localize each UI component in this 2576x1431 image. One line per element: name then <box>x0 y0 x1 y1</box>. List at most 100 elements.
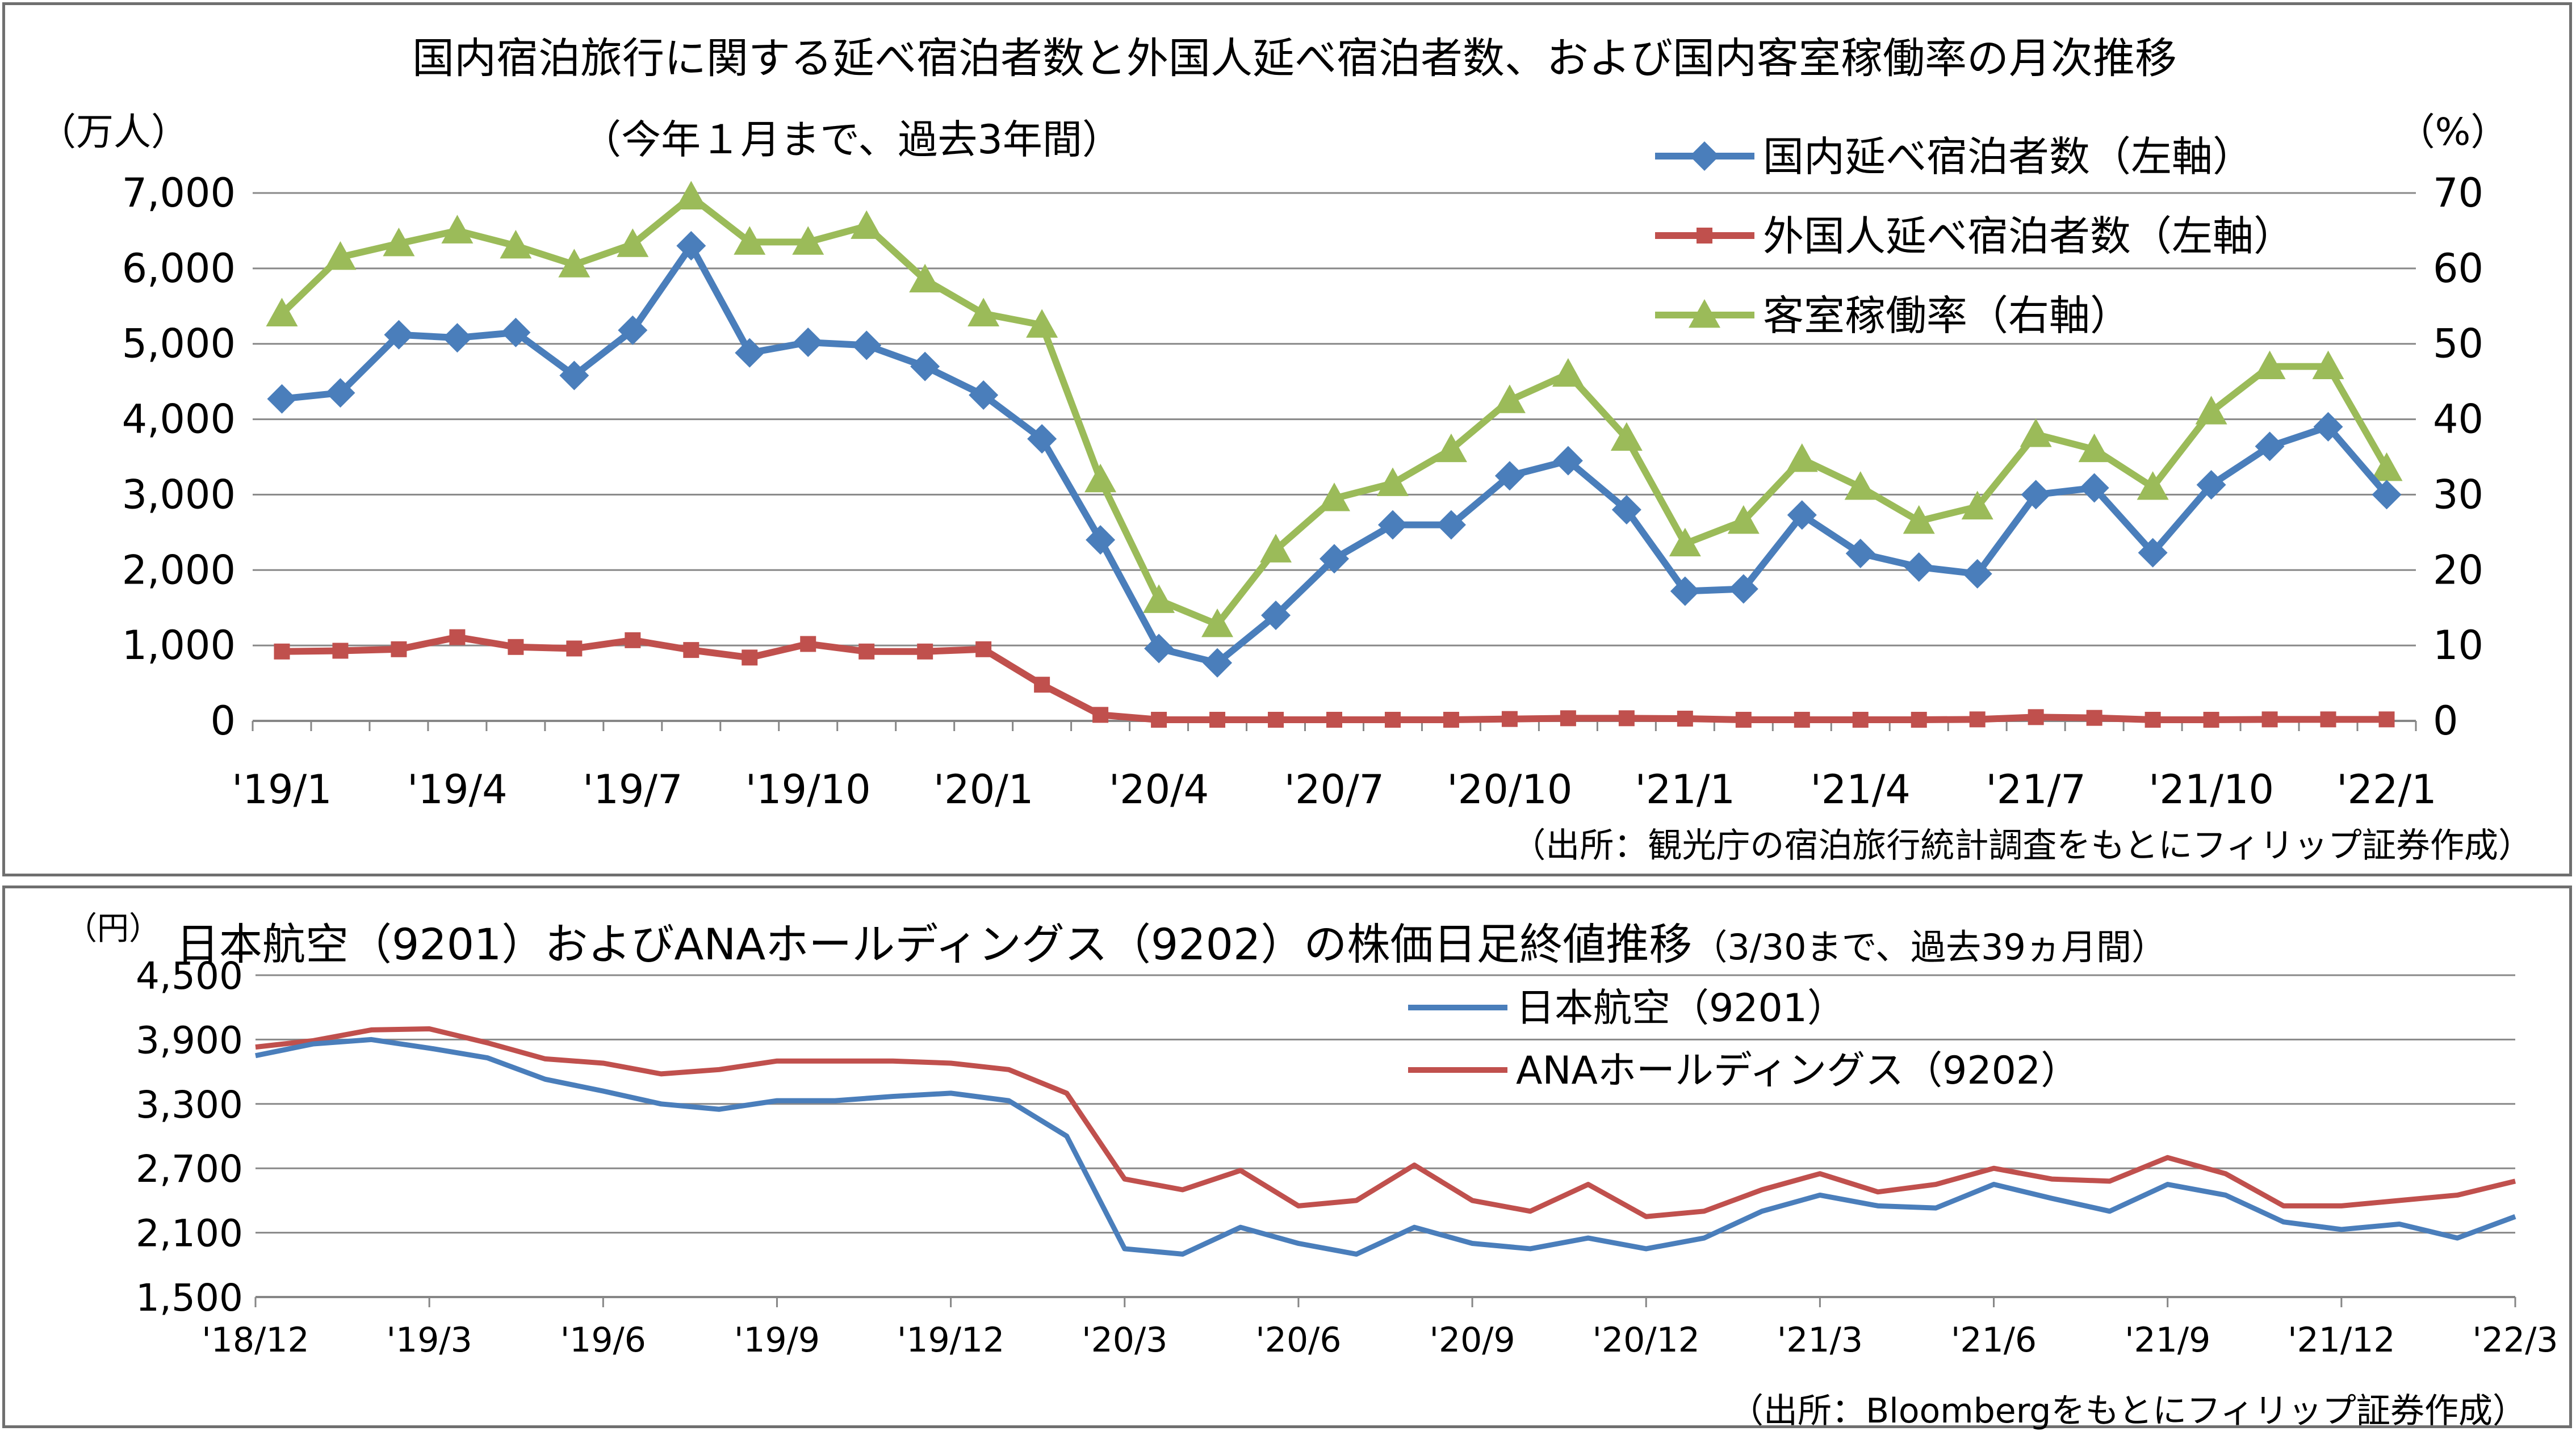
series-2-point <box>1501 711 1518 727</box>
y-tick-label: 1,500 <box>136 1276 243 1320</box>
series-1-point <box>2079 473 2109 503</box>
x-tick-label: '21/10 <box>2148 766 2274 813</box>
series-2-point <box>1268 712 1284 728</box>
series-3-point <box>1376 467 1409 496</box>
series-1-point <box>1377 510 1408 540</box>
y-left-tick-label: 7,000 <box>122 170 236 216</box>
series-2-point <box>1560 710 1576 727</box>
x-tick-label: '21/9 <box>2125 1320 2210 1360</box>
series-3-point <box>1493 384 1526 413</box>
series-1-point <box>1611 495 1641 524</box>
y-left-tick-label: 1,000 <box>122 622 236 669</box>
series-1-point <box>2313 412 2343 442</box>
chart-1-title: 国内宿泊旅行に関する延べ宿泊者数と外国人延べ宿泊者数、および国内客室稼働率の月次… <box>412 34 2177 83</box>
series-3-point <box>1669 527 1701 557</box>
legend-label-3: 客室稼働率（右軸） <box>1763 292 2131 339</box>
series-3-point <box>1961 490 1993 520</box>
series-2-point <box>2261 711 2278 728</box>
series-2-point <box>2378 711 2395 728</box>
x-tick-label: '19/9 <box>734 1320 820 1360</box>
x-tick-label: '20/6 <box>1255 1320 1341 1360</box>
series-3-point <box>851 210 883 239</box>
series-1-point <box>2196 470 2226 500</box>
y-left-tick-label: 5,000 <box>122 321 236 367</box>
series-2-point <box>1034 677 1050 693</box>
series-2-point <box>391 641 407 657</box>
series-2-point <box>1677 711 1693 727</box>
series-1-point <box>442 323 472 353</box>
x-tick-label: '20/3 <box>1082 1320 1167 1360</box>
series-3-point <box>1201 608 1234 637</box>
x-tick-label: '19/10 <box>745 766 871 813</box>
series-2-point <box>625 632 641 648</box>
series-2-point <box>1735 712 1752 728</box>
series-1-point <box>618 315 648 345</box>
series-3-point <box>2312 350 2344 379</box>
series-3-point <box>1610 422 1643 451</box>
series-1-point <box>1787 500 1817 530</box>
series-3-point <box>617 228 649 257</box>
series-1-point <box>1494 461 1524 491</box>
series-1-point <box>1728 574 1758 604</box>
y-tick-label: 3,300 <box>136 1083 243 1127</box>
series-3-point <box>967 297 1000 326</box>
x-tick-label: '19/6 <box>560 1320 646 1360</box>
series-3-point <box>1903 505 1935 534</box>
series-1-point <box>1845 539 1875 569</box>
chart-2-ylabel: （円） <box>65 910 161 947</box>
domestic-lodging-chart-panel <box>2 2 2572 876</box>
x-tick-label: '19/4 <box>407 766 507 813</box>
chart-2-title-main: 日本航空（9201）およびANAホールディングス（9202）の株価日足終値推移 <box>176 919 1692 970</box>
series-1-point <box>1320 544 1349 574</box>
series-3-point <box>1727 505 1760 534</box>
chart-1-subtitle: （今年１月まで、過去3年間） <box>581 116 1122 163</box>
chart-2-source: （出所：Bloombergをもとにフィリップ証券作成） <box>1729 1391 2527 1431</box>
series-2-point <box>1443 712 1459 728</box>
series-1-point <box>1553 446 1583 476</box>
stock-series-2-line <box>255 1026 2516 1219</box>
series-2-point <box>1092 707 1109 723</box>
series-2-point <box>858 643 875 660</box>
y-right-tick-label: 60 <box>2433 245 2483 292</box>
series-2-point <box>1209 712 1226 728</box>
y-left-tick-label: 4,000 <box>122 396 236 443</box>
y-tick-label: 4,500 <box>136 954 243 998</box>
series-2-point <box>1151 712 1167 728</box>
x-tick-label: '19/12 <box>897 1320 1004 1360</box>
series-1-point <box>735 338 765 368</box>
series-3-point <box>792 226 824 255</box>
x-tick-label: '19/3 <box>387 1320 472 1360</box>
x-tick-label: '20/4 <box>1109 766 1209 813</box>
series-1-point <box>1144 633 1174 664</box>
series-2-point <box>274 643 290 660</box>
x-tick-label: '22/3 <box>2472 1320 2558 1360</box>
series-1-point <box>1962 559 1992 589</box>
series-2-point <box>1794 712 1810 728</box>
x-tick-label: '20/12 <box>1593 1320 1700 1360</box>
series-1-point <box>384 320 414 350</box>
stock-legend-label-1: 日本航空（9201） <box>1516 986 1846 1031</box>
series-3-point <box>2254 350 2286 379</box>
y-right-tick-label: 70 <box>2433 170 2483 216</box>
series-1-point <box>852 330 882 360</box>
series-2-point <box>566 640 583 657</box>
x-tick-label: '21/6 <box>1951 1320 2037 1360</box>
x-tick-label: '21/4 <box>1811 766 1911 813</box>
series-3-point <box>1260 534 1292 563</box>
series-3-point <box>2195 396 2227 425</box>
series-1-point <box>1261 601 1291 630</box>
y-left-tick-label: 3,000 <box>122 471 236 518</box>
series-1-point <box>2021 480 2051 510</box>
series-3-point <box>909 263 941 293</box>
series-2-point <box>449 629 466 645</box>
y-tick-label: 2,700 <box>136 1147 243 1191</box>
stock-series-1-line <box>255 1036 2516 1257</box>
y-left-tick-label: 6,000 <box>122 245 236 292</box>
chart-1-ylabel-left: （万人） <box>39 110 189 154</box>
series-3-point <box>2078 433 2110 463</box>
series-1-point <box>1436 510 1466 540</box>
series-1-point <box>1670 576 1700 606</box>
series-1-point <box>910 351 940 381</box>
series-1-point <box>559 360 589 391</box>
series-3-point <box>500 230 532 259</box>
